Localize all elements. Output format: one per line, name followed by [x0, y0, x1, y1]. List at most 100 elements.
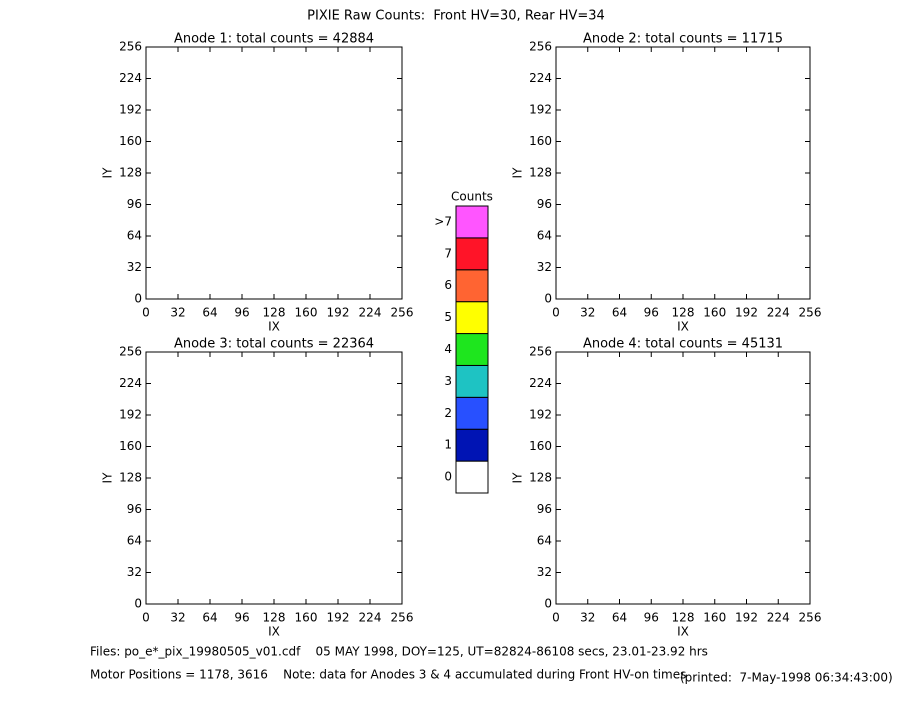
y-tick-label: 32: [537, 565, 552, 579]
y-tick-label: 32: [127, 260, 142, 274]
x-tick-label: 32: [580, 306, 595, 320]
panel-title: Anode 4: total counts = 45131: [583, 337, 783, 352]
x-axis-label: IX: [268, 625, 280, 639]
x-tick-label: 192: [327, 611, 350, 625]
y-tick-label: 128: [119, 471, 142, 485]
x-tick-label: 160: [703, 306, 726, 320]
colorbar-title: Counts: [451, 190, 493, 204]
x-tick-label: 256: [391, 611, 414, 625]
y-tick-label: 128: [529, 166, 552, 180]
y-axis-label: IY: [101, 472, 115, 484]
x-tick-label: 192: [327, 306, 350, 320]
page-title: PIXIE Raw Counts: Front HV=30, Rear HV=3…: [307, 9, 605, 24]
x-tick-label: 0: [552, 611, 560, 625]
x-axis-label: IX: [677, 320, 689, 334]
y-axis-label: IY: [101, 167, 115, 179]
y-tick-label: 160: [119, 134, 142, 148]
x-tick-label: 96: [234, 306, 249, 320]
y-tick-label: 192: [119, 103, 142, 117]
x-axis-label: IX: [677, 625, 689, 639]
x-tick-label: 224: [767, 611, 790, 625]
colorbar-cell: [455, 205, 489, 239]
colorbar-cell: [455, 460, 489, 494]
x-tick-label: 256: [391, 306, 414, 320]
x-tick-label: 0: [142, 306, 150, 320]
colorbar-cell: [455, 428, 489, 462]
y-tick-label: 224: [529, 376, 552, 390]
y-axis-label: IY: [511, 472, 525, 484]
colorbar-label: 1: [444, 438, 452, 452]
panel-title: Anode 2: total counts = 11715: [583, 32, 783, 47]
y-tick-label: 128: [529, 471, 552, 485]
colorbar-cell: [455, 364, 489, 398]
colorbar-cell: [455, 396, 489, 430]
footer-printed: (printed: 7-May-1998 06:34:43:00): [680, 671, 893, 685]
y-tick-label: 64: [537, 534, 552, 548]
x-tick-label: 0: [552, 306, 560, 320]
plot-frame: [555, 351, 811, 605]
y-tick-label: 64: [537, 229, 552, 243]
x-tick-label: 64: [202, 611, 217, 625]
x-tick-label: 32: [170, 306, 185, 320]
y-tick-label: 256: [529, 345, 552, 359]
x-tick-label: 192: [735, 611, 758, 625]
y-tick-label: 224: [529, 71, 552, 85]
colorbar-label: 4: [444, 342, 452, 356]
y-tick-label: 256: [119, 345, 142, 359]
plot-frame: [145, 351, 403, 605]
x-tick-label: 96: [234, 611, 249, 625]
footer-files: Files: po_e*_pix_19980505_v01.cdf 05 MAY…: [90, 645, 708, 659]
x-tick-label: 96: [644, 306, 659, 320]
y-tick-label: 0: [134, 292, 142, 306]
y-tick-label: 128: [119, 166, 142, 180]
panel-title: Anode 3: total counts = 22364: [174, 337, 374, 352]
y-tick-label: 0: [544, 597, 552, 611]
y-tick-label: 192: [119, 408, 142, 422]
x-tick-label: 32: [580, 611, 595, 625]
y-tick-label: 160: [119, 439, 142, 453]
colorbar-label: >7: [434, 214, 452, 228]
x-tick-label: 128: [672, 611, 695, 625]
colorbar-cell: [455, 237, 489, 271]
x-tick-label: 64: [612, 611, 627, 625]
x-tick-label: 64: [202, 306, 217, 320]
y-tick-label: 256: [119, 40, 142, 54]
y-tick-label: 32: [537, 260, 552, 274]
x-tick-label: 256: [799, 611, 822, 625]
footer-motor: Motor Positions = 1178, 3616 Note: data …: [90, 668, 686, 682]
x-tick-label: 64: [612, 306, 627, 320]
y-tick-label: 0: [544, 292, 552, 306]
colorbar-label: 5: [444, 310, 452, 324]
x-tick-label: 32: [170, 611, 185, 625]
x-tick-label: 0: [142, 611, 150, 625]
y-tick-label: 96: [537, 197, 552, 211]
x-tick-label: 128: [263, 306, 286, 320]
x-tick-label: 192: [735, 306, 758, 320]
y-tick-label: 224: [119, 71, 142, 85]
plot-frame: [145, 46, 403, 300]
x-tick-label: 224: [359, 611, 382, 625]
x-tick-label: 96: [644, 611, 659, 625]
y-tick-label: 224: [119, 376, 142, 390]
y-axis-label: IY: [511, 167, 525, 179]
y-tick-label: 192: [529, 103, 552, 117]
colorbar-cell: [455, 301, 489, 335]
y-tick-label: 160: [529, 134, 552, 148]
colorbar-label: 6: [444, 278, 452, 292]
y-tick-label: 160: [529, 439, 552, 453]
colorbar-label: 2: [444, 406, 452, 420]
x-tick-label: 224: [359, 306, 382, 320]
panel-title: Anode 1: total counts = 42884: [174, 32, 374, 47]
colorbar-cell: [455, 333, 489, 366]
y-tick-label: 32: [127, 565, 142, 579]
y-tick-label: 96: [127, 197, 142, 211]
plot-frame: [555, 46, 811, 300]
x-axis-label: IX: [268, 320, 280, 334]
x-tick-label: 160: [295, 611, 318, 625]
x-tick-label: 128: [263, 611, 286, 625]
colorbar-label: 7: [444, 246, 452, 260]
y-tick-label: 64: [127, 534, 142, 548]
x-tick-label: 256: [799, 306, 822, 320]
colorbar-label: 3: [444, 374, 452, 388]
y-tick-label: 0: [134, 597, 142, 611]
